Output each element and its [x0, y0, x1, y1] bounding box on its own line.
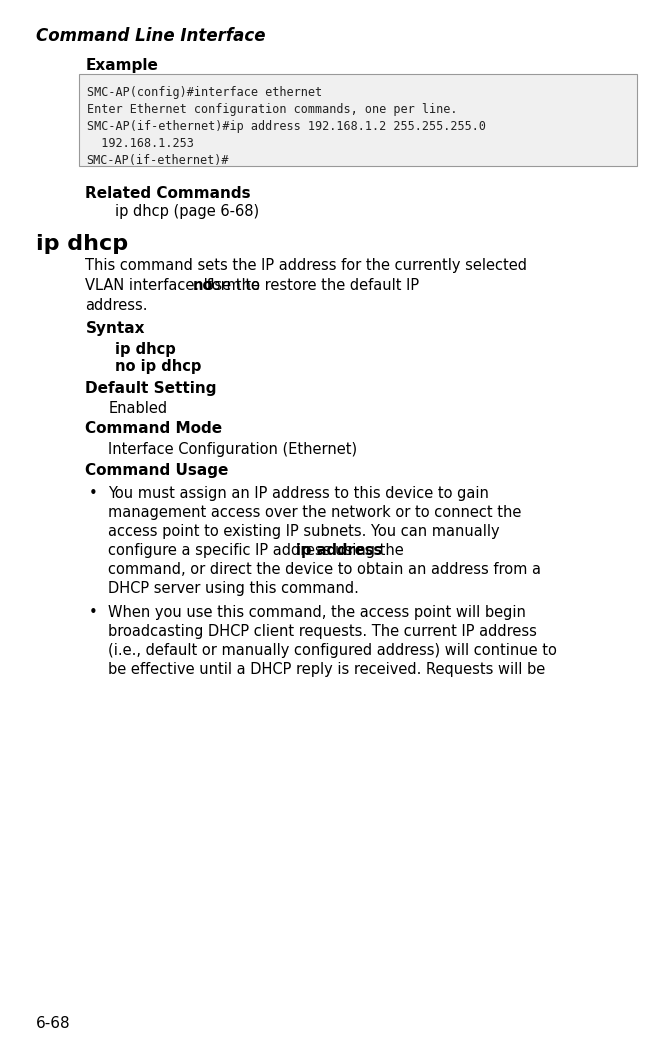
Text: Command Line Interface: Command Line Interface	[36, 27, 265, 45]
Text: Enter Ethernet configuration commands, one per line.: Enter Ethernet configuration commands, o…	[87, 103, 457, 116]
Text: VLAN interface. Use the: VLAN interface. Use the	[85, 278, 265, 292]
Text: (i.e., default or manually configured address) will continue to: (i.e., default or manually configured ad…	[108, 643, 557, 658]
Text: Command Mode: Command Mode	[85, 421, 223, 436]
Text: DHCP server using this command.: DHCP server using this command.	[108, 581, 359, 595]
Text: management access over the network or to connect the: management access over the network or to…	[108, 505, 522, 520]
Text: SMC-AP(config)#interface ethernet: SMC-AP(config)#interface ethernet	[87, 86, 322, 99]
Text: ip dhcp (page 6-68): ip dhcp (page 6-68)	[115, 204, 259, 219]
Text: ip dhcp: ip dhcp	[36, 234, 128, 254]
Text: no ip dhcp: no ip dhcp	[115, 359, 201, 373]
Text: Command Usage: Command Usage	[85, 463, 229, 478]
Text: configure a specific IP address using the: configure a specific IP address using th…	[108, 543, 409, 558]
Text: Related Commands: Related Commands	[85, 186, 251, 201]
Text: form to restore the default IP: form to restore the default IP	[202, 278, 419, 292]
Text: ip dhcp: ip dhcp	[115, 342, 175, 357]
Text: Interface Configuration (Ethernet): Interface Configuration (Ethernet)	[108, 442, 357, 457]
FancyBboxPatch shape	[79, 74, 637, 166]
Text: This command sets the IP address for the currently selected: This command sets the IP address for the…	[85, 258, 528, 272]
Text: •: •	[89, 605, 97, 620]
Text: Example: Example	[85, 58, 158, 73]
Text: SMC-AP(if-ethernet)#ip address 192.168.1.2 255.255.255.0: SMC-AP(if-ethernet)#ip address 192.168.1…	[87, 120, 486, 133]
Text: no: no	[193, 278, 213, 292]
Text: address.: address.	[85, 298, 148, 312]
Text: 6-68: 6-68	[36, 1016, 71, 1031]
Text: broadcasting DHCP client requests. The current IP address: broadcasting DHCP client requests. The c…	[108, 624, 537, 639]
Text: be effective until a DHCP reply is received. Requests will be: be effective until a DHCP reply is recei…	[108, 662, 546, 676]
Text: 192.168.1.253: 192.168.1.253	[87, 137, 194, 149]
Text: •: •	[89, 486, 97, 501]
Text: You must assign an IP address to this device to gain: You must assign an IP address to this de…	[108, 486, 489, 501]
Text: When you use this command, the access point will begin: When you use this command, the access po…	[108, 605, 526, 620]
Text: Enabled: Enabled	[108, 401, 168, 416]
Text: SMC-AP(if-ethernet)#: SMC-AP(if-ethernet)#	[87, 154, 229, 166]
Text: ip address: ip address	[296, 543, 382, 558]
Text: command, or direct the device to obtain an address from a: command, or direct the device to obtain …	[108, 562, 541, 576]
Text: access point to existing IP subnets. You can manually: access point to existing IP subnets. You…	[108, 524, 500, 539]
Text: Syntax: Syntax	[85, 321, 145, 336]
Text: Default Setting: Default Setting	[85, 381, 217, 396]
